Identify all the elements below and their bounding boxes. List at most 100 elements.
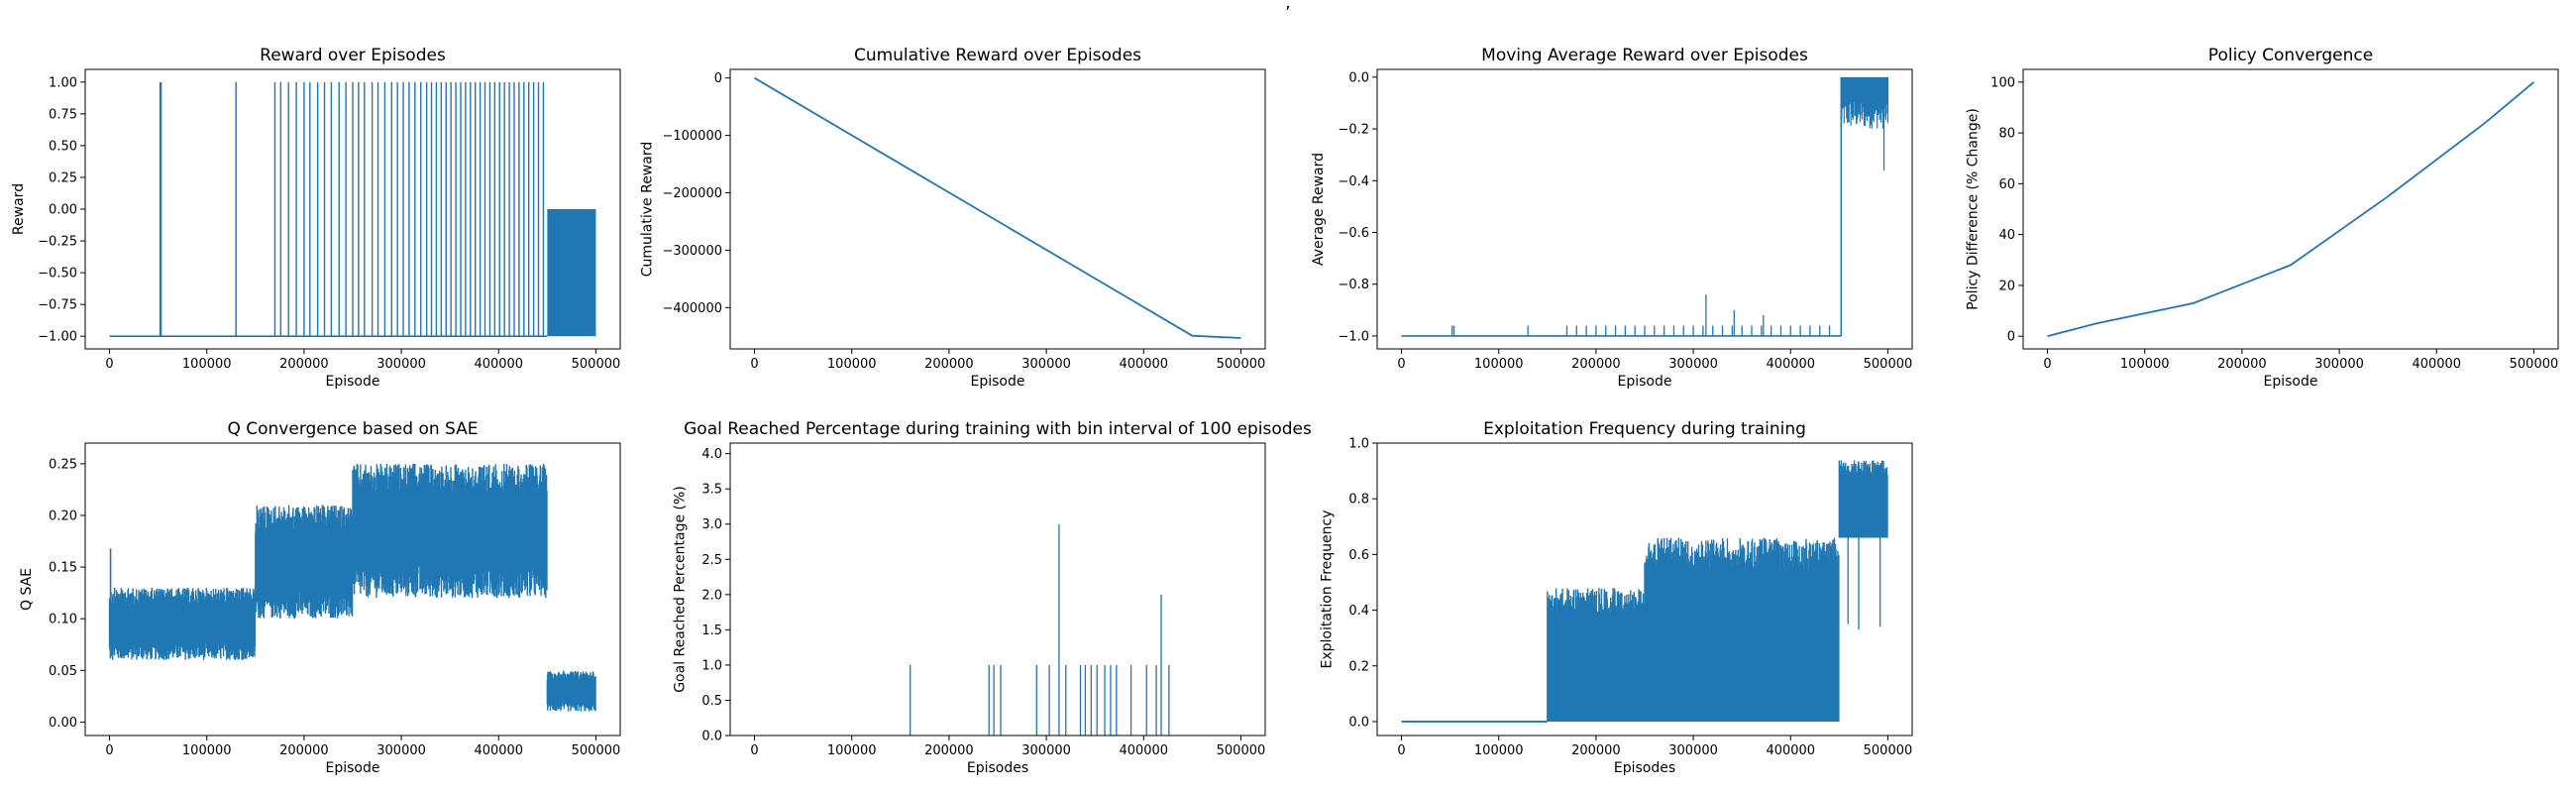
x-axis-label: Episode [971,374,1025,390]
x-tick-label: 0 [1397,743,1405,758]
y-tick-label: 0.2 [1348,659,1369,674]
bar [910,664,912,736]
x-tick-label: 200000 [924,743,974,758]
chart-q_sae: Q Convergence based on SAE 0 100000 200000 3… [19,419,621,776]
y-tick-label: −0.6 [1338,226,1369,241]
y-tick-label: 1.5 [701,623,722,638]
x-tick-label: 500000 [1217,743,1266,758]
figure-suptitle-fragment: , [1285,0,1290,13]
chart-title: Reward over Episodes [260,46,446,65]
x-tick-label: 100000 [1474,743,1524,758]
x-tick-label: 400000 [474,357,523,372]
x-tick-label: 200000 [924,357,974,372]
x-axis-label: Episode [1618,374,1672,390]
y-axis-label: Reward [11,183,27,235]
bar [1096,664,1098,736]
x-tick-label: 400000 [474,743,523,758]
chart-title: Cumulative Reward over Episodes [854,46,1141,65]
plot-area [109,81,596,337]
chart-title: Goal Reached Percentage during training … [684,419,1312,439]
x-tick-label: 0 [750,357,758,372]
y-tick-label: 40 [1998,228,2015,243]
bar [1129,664,1132,736]
y-tick-label: 0.10 [49,613,77,627]
x-tick-label: 400000 [1766,743,1815,758]
dense-series-core [1547,615,1645,722]
x-tick-label: 500000 [1864,743,1913,758]
y-tick-label: 2.0 [701,588,722,603]
y-tick-label: 0.00 [49,203,77,218]
x-tick-label: 0 [750,743,758,758]
x-axis-label: Episode [326,760,380,776]
bar [993,664,995,736]
chart-goal_reached: Goal Reached Percentage during training … [672,419,1312,776]
dense-series-region [547,209,596,337]
y-tick-label: −200000 [662,186,722,201]
y-tick-label: 0.25 [49,170,77,185]
bar [1000,664,1002,736]
chart-cumulative: Cumulative Reward over Episodes 0 100000 20… [640,46,1266,390]
bar [1168,664,1170,736]
y-axis-label: Policy Difference (% Change) [1965,108,1981,310]
y-tick-label: 3.5 [701,483,722,498]
axes-frame [84,442,621,736]
y-tick-label: −0.25 [38,235,77,250]
bar [1104,664,1106,736]
y-tick-label: 0.6 [1348,548,1369,563]
chart-exploitation: Exploitation Frequency during training 0 1… [1319,419,1913,776]
y-tick-label: 0.05 [49,664,77,679]
y-tick-label: −1.0 [1338,329,1369,344]
y-tick-label: 3.0 [701,517,722,532]
x-axis-label: Episodes [1614,760,1675,776]
chart-moving_average: Moving Average Reward over Episodes 0 1000… [1311,46,1913,390]
y-tick-label: −100000 [662,129,722,144]
x-tick-label: 300000 [1668,357,1718,372]
x-tick-label: 300000 [2314,357,2364,372]
x-tick-label: 400000 [2412,357,2461,372]
y-tick-label: 0 [714,71,722,86]
axes-frame [729,442,1266,736]
x-tick-label: 300000 [1021,743,1071,758]
chart-reward: Reward over Episodes 0 100000 200000 300000 4… [11,46,621,390]
x-tick-label: 200000 [279,743,329,758]
x-tick-label: 0 [2043,357,2051,372]
y-tick-label: 1.0 [1348,437,1369,452]
bar [1079,664,1082,736]
plot-area [754,76,1241,339]
axes-frame [1376,68,1913,350]
x-tick-label: 500000 [1217,357,1266,372]
x-tick-label: 300000 [376,357,426,372]
y-tick-label: −1.00 [38,330,77,345]
dense-series-core [547,682,596,700]
x-tick-label: 500000 [572,357,621,372]
dense-series-region [1840,76,1889,129]
y-tick-label: 0.8 [1348,493,1369,508]
y-tick-label: 2.5 [701,553,722,568]
series-line [754,76,1241,339]
y-tick-label: 0.15 [49,561,77,576]
y-tick-label: 4.0 [701,447,722,462]
y-axis-label: Cumulative Reward [640,142,656,278]
x-tick-label: 300000 [376,743,426,758]
y-tick-label: −0.75 [38,298,77,313]
y-tick-label: 80 [1998,127,2015,142]
y-tick-label: 0.75 [49,107,77,122]
bar [1065,664,1067,736]
x-tick-label: 0 [105,743,113,758]
x-tick-label: 100000 [182,357,232,372]
y-tick-label: −0.4 [1338,174,1369,189]
x-tick-label: 0 [105,357,113,372]
x-tick-label: 200000 [2217,357,2267,372]
chart-title: Q Convergence based on SAE [227,419,478,439]
bar [988,664,990,736]
y-axis-label: Goal Reached Percentage (%) [672,486,688,693]
bar [1084,664,1087,736]
y-tick-label: 20 [1998,279,2015,293]
dense-series-core [109,609,256,639]
x-tick-label: 100000 [827,357,877,372]
x-tick-label: 100000 [1474,357,1524,372]
x-tick-label: 200000 [279,357,329,372]
